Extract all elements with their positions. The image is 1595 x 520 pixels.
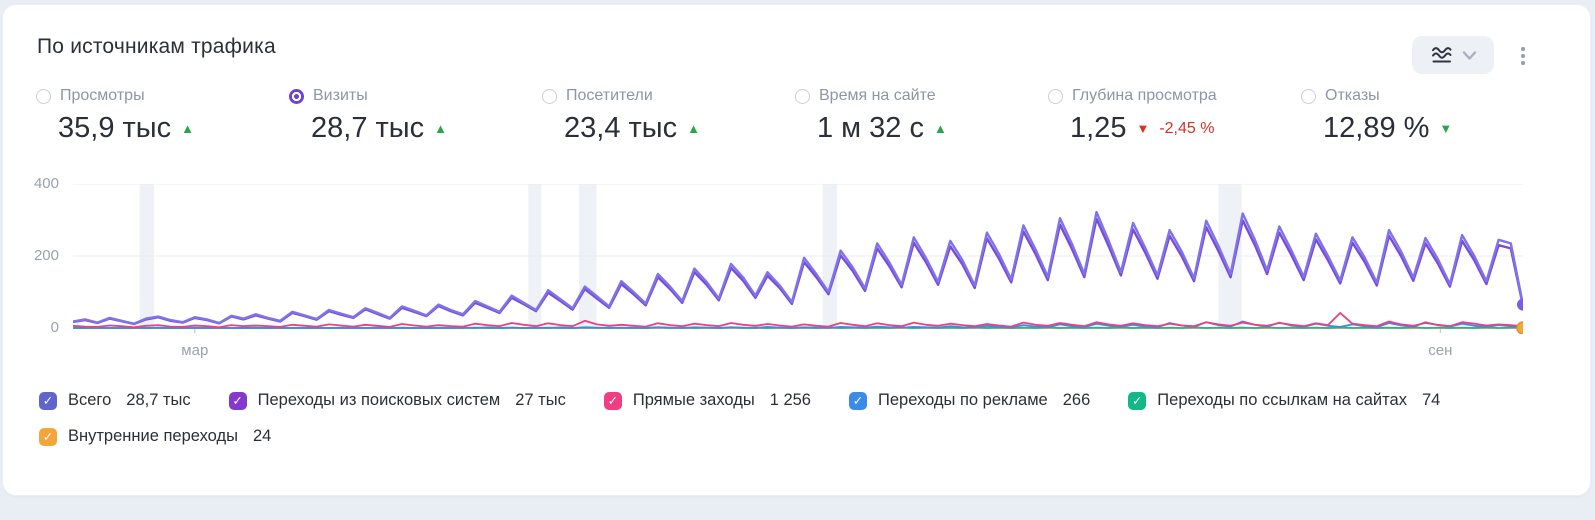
x-axis-tick-label: сен: [1428, 342, 1453, 359]
line-chart[interactable]: [73, 184, 1523, 334]
kebab-dot: [1521, 47, 1525, 51]
waves-chart-icon: [1431, 47, 1451, 63]
legend-item[interactable]: ✓ Переходы по ссылкам на сайтах 74: [1128, 391, 1440, 410]
metric-column: Посетители 23,4 тыс ▲: [542, 87, 795, 145]
legend-label: Всего: [68, 391, 112, 409]
kebab-menu-button[interactable]: [1509, 39, 1537, 73]
trend-up-icon: ▲: [434, 121, 448, 136]
y-axis-tick-label: 200: [33, 247, 59, 264]
legend-item[interactable]: ✓ Прямые заходы 1 256: [603, 391, 811, 410]
metric-selector[interactable]: Просмотры: [36, 87, 289, 105]
checkbox-checked-icon[interactable]: ✓: [39, 391, 57, 410]
metric-selector[interactable]: Визиты: [289, 87, 542, 105]
legend-row: ✓ Всего 28,7 тыс ✓ Переходы из поисковых сис…: [39, 391, 1559, 410]
checkbox-checked-icon[interactable]: ✓: [228, 391, 247, 410]
traffic-sources-widget: По источникам трафика Просмотры 35,9 тыс ▲…: [2, 4, 1591, 496]
series-line: [73, 210, 1523, 325]
metric-label: Просмотры: [60, 87, 145, 104]
metric-value: 23,4 тыс ▲: [564, 112, 795, 145]
metric-label: Отказы: [1325, 87, 1380, 104]
series-line: [73, 311, 1523, 329]
legend-value: 24: [252, 427, 272, 445]
metric-selector[interactable]: Отказы: [1301, 87, 1554, 105]
metric-column: Визиты 28,7 тыс ▲: [289, 87, 542, 145]
chart-type-button[interactable]: [1412, 36, 1494, 74]
kebab-dot: [1521, 61, 1525, 65]
legend-label: Переходы по рекламе: [877, 391, 1048, 409]
chevron-down-icon: [1462, 50, 1476, 60]
legend-label: Переходы по ссылкам на сайтах: [1157, 391, 1407, 409]
metric-value: 28,7 тыс ▲: [311, 112, 542, 145]
radio-unchecked-icon[interactable]: [1301, 88, 1316, 104]
metric-label: Глубина просмотра: [1072, 87, 1217, 104]
y-axis-tick-label: 400: [33, 175, 59, 192]
series-end-dot: [1517, 298, 1523, 311]
metric-value: 35,9 тыс ▲: [58, 112, 289, 145]
metrics-row: Просмотры 35,9 тыс ▲ Визиты 28,7 тыс ▲ Посетит…: [36, 87, 1554, 145]
metric-label: Время на сайте: [819, 87, 936, 104]
trend-down-icon: ▼: [1136, 121, 1150, 136]
metric-value-text: 1,25: [1070, 112, 1127, 144]
metric-label: Посетители: [566, 87, 653, 104]
trend-up-icon: ▲: [181, 121, 195, 136]
metric-selector[interactable]: Глубина просмотра: [1048, 87, 1301, 105]
legend-label: Переходы из поисковых систем: [257, 391, 501, 409]
metric-value-text: 12,89 %: [1323, 112, 1430, 144]
metric-column: Глубина просмотра 1,25 ▼ -2,45 %: [1048, 87, 1301, 145]
kebab-dot: [1521, 54, 1525, 58]
metric-selector[interactable]: Время на сайте: [795, 87, 1048, 105]
radio-unchecked-icon[interactable]: [1048, 88, 1063, 104]
radio-checked-icon[interactable]: [289, 88, 304, 104]
widget-title: По источникам трафика: [37, 35, 276, 58]
checkbox-checked-icon[interactable]: ✓: [603, 391, 622, 410]
metric-column: Просмотры 35,9 тыс ▲: [36, 87, 289, 145]
checkbox-checked-icon[interactable]: ✓: [848, 391, 867, 410]
trend-up-icon: ▲: [934, 121, 947, 136]
metric-value-text: 35,9 тыс: [58, 112, 172, 144]
metric-value: 1 м 32 с ▲: [817, 112, 1048, 145]
metric-value-text: 1 м 32 с: [817, 112, 924, 144]
trend-up-icon: ▲: [687, 121, 701, 136]
metric-value-text: 23,4 тыс: [564, 112, 678, 144]
checkbox-checked-icon[interactable]: ✓: [39, 427, 57, 446]
legend-value: 1 256: [769, 391, 811, 409]
legend-value: 27 тыс: [515, 391, 566, 409]
chart-area: 0 200 400 мар сен: [3, 173, 1592, 378]
legend-value: 28,7 тыс: [126, 391, 191, 409]
radio-unchecked-icon[interactable]: [542, 88, 557, 104]
legend-item[interactable]: ✓ Всего 28,7 тыс: [39, 391, 191, 410]
radio-unchecked-icon[interactable]: [795, 88, 810, 104]
legend-label: Прямые заходы: [632, 391, 755, 409]
legend-item[interactable]: ✓ Внутренние переходы 24: [39, 427, 271, 446]
metric-delta: -2,45 %: [1159, 119, 1215, 137]
radio-unchecked-icon[interactable]: [36, 88, 51, 104]
metric-value: 12,89 % ▼: [1323, 112, 1554, 145]
legend-row: ✓ Внутренние переходы 24: [39, 427, 1559, 446]
legend-item[interactable]: ✓ Переходы по рекламе 266: [848, 391, 1091, 410]
metric-column: Время на сайте 1 м 32 с ▲: [795, 87, 1048, 145]
legend-label: Внутренние переходы: [68, 427, 238, 445]
metric-value-text: 28,7 тыс: [311, 112, 425, 144]
metric-column: Отказы 12,89 % ▼: [1301, 87, 1554, 145]
metric-value: 1,25 ▼ -2,45 %: [1070, 112, 1301, 145]
x-axis-tick-label: мар: [181, 342, 209, 359]
legend-value: 266: [1062, 391, 1091, 409]
metric-selector[interactable]: Посетители: [542, 87, 795, 105]
checkbox-checked-icon[interactable]: ✓: [1128, 391, 1147, 410]
legend: ✓ Всего 28,7 тыс ✓ Переходы из поисковых сис…: [39, 391, 1559, 463]
legend-value: 74: [1421, 391, 1441, 409]
series-end-dot: [1516, 321, 1523, 334]
trend-down-icon: ▼: [1439, 121, 1453, 136]
legend-item[interactable]: ✓ Переходы из поисковых систем 27 тыс: [228, 391, 566, 410]
metric-label: Визиты: [313, 87, 368, 104]
y-axis-tick-label: 0: [50, 319, 59, 336]
